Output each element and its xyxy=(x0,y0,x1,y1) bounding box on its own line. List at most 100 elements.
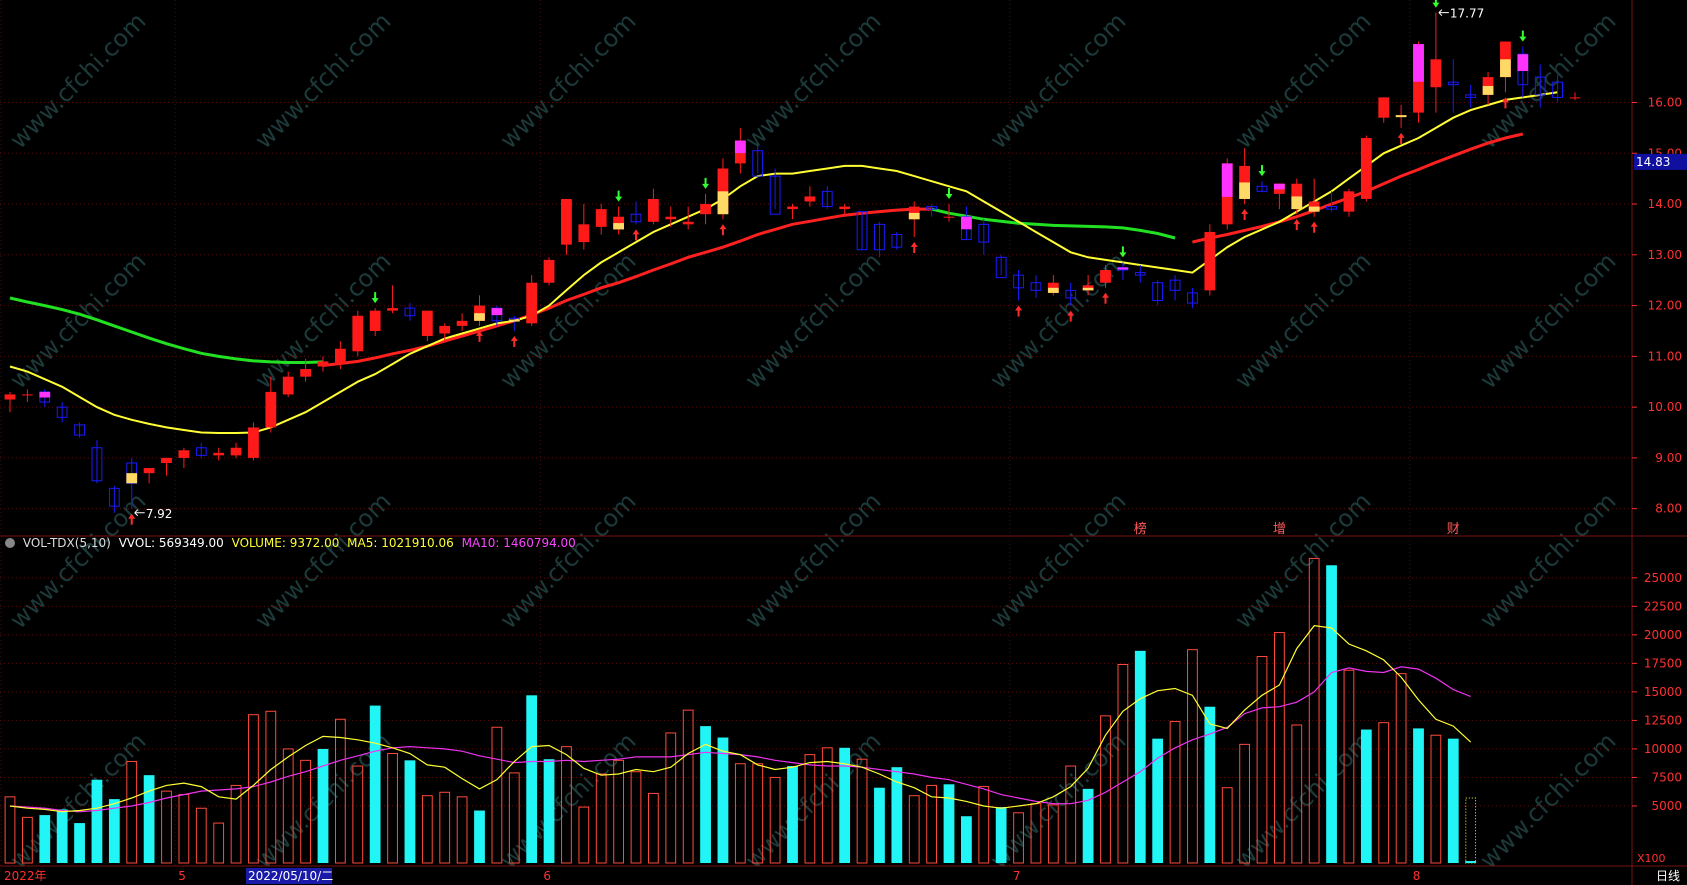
volume-bar[interactable] xyxy=(700,726,711,863)
volume-bar[interactable] xyxy=(421,795,433,864)
candle[interactable] xyxy=(1378,97,1390,123)
volume-bar[interactable] xyxy=(856,758,868,864)
candle[interactable] xyxy=(769,168,781,215)
volume-bar[interactable] xyxy=(439,791,451,864)
volume-bar[interactable] xyxy=(1360,729,1372,863)
candle[interactable] xyxy=(334,341,346,370)
volume-bar[interactable] xyxy=(334,718,346,864)
volume-bar[interactable] xyxy=(300,759,312,864)
volume-bar[interactable] xyxy=(4,796,16,864)
candle[interactable] xyxy=(647,188,659,225)
volume-bar[interactable] xyxy=(926,784,938,864)
volume-bar[interactable] xyxy=(717,737,729,863)
candle[interactable] xyxy=(56,402,68,423)
volume-bar[interactable] xyxy=(995,807,1007,863)
candle[interactable] xyxy=(143,468,155,484)
volume-bar[interactable] xyxy=(126,760,138,864)
volume-bar[interactable] xyxy=(595,773,607,864)
volume-bar[interactable] xyxy=(526,695,538,863)
volume-bar[interactable] xyxy=(1447,738,1459,863)
candle[interactable] xyxy=(595,204,607,235)
candle[interactable] xyxy=(821,186,833,210)
candle[interactable] xyxy=(387,285,398,314)
volume-bar[interactable] xyxy=(821,747,833,864)
volume-bar[interactable] xyxy=(578,806,590,864)
candle[interactable] xyxy=(700,193,711,225)
volume-bar[interactable] xyxy=(908,795,920,864)
candle[interactable] xyxy=(682,206,694,230)
candle[interactable] xyxy=(1013,270,1024,301)
volume-bar[interactable] xyxy=(21,816,33,864)
candle[interactable] xyxy=(1465,84,1477,108)
candle[interactable] xyxy=(1326,191,1337,212)
candle[interactable] xyxy=(1187,287,1198,309)
candle[interactable] xyxy=(21,389,33,403)
volume-bar[interactable] xyxy=(195,807,207,864)
volume-bar[interactable] xyxy=(387,752,398,864)
candle[interactable] xyxy=(195,442,207,458)
volume-bar[interactable] xyxy=(508,772,520,864)
volume-bar[interactable] xyxy=(1430,734,1442,864)
volume-bar[interactable] xyxy=(1256,656,1268,864)
volume-bar[interactable] xyxy=(1221,787,1233,864)
candle[interactable] xyxy=(1447,59,1459,113)
candle[interactable] xyxy=(1534,64,1546,108)
candle[interactable] xyxy=(787,204,798,220)
volume-bar[interactable] xyxy=(874,787,885,863)
candle[interactable] xyxy=(178,447,190,469)
volume-bar[interactable] xyxy=(39,815,51,863)
candle[interactable] xyxy=(926,204,938,217)
volume-bar[interactable] xyxy=(1169,721,1181,864)
candle[interactable] xyxy=(161,457,172,476)
candle[interactable] xyxy=(74,422,85,438)
volume-bar[interactable] xyxy=(1013,812,1024,864)
candle[interactable] xyxy=(978,219,990,255)
candle[interactable] xyxy=(1343,188,1355,217)
volume-bar[interactable] xyxy=(1465,797,1477,864)
candle[interactable] xyxy=(526,275,538,326)
candle[interactable] xyxy=(230,442,242,458)
candle[interactable] xyxy=(1100,264,1111,288)
candle[interactable] xyxy=(1030,275,1042,298)
candle[interactable] xyxy=(439,323,451,342)
circle-chevron-icon[interactable] xyxy=(5,538,15,548)
volume-bar[interactable] xyxy=(248,714,259,864)
volume-bar[interactable] xyxy=(1134,650,1146,863)
volume-bar[interactable] xyxy=(74,823,85,863)
volume-bar[interactable] xyxy=(647,792,659,864)
candle[interactable] xyxy=(352,310,364,357)
volume-bar[interactable] xyxy=(1065,765,1077,864)
volume-bar[interactable] xyxy=(943,784,955,863)
volume-bar[interactable] xyxy=(1204,706,1216,863)
candle[interactable] xyxy=(995,254,1007,279)
volume-bar[interactable] xyxy=(613,759,625,864)
price-panel[interactable]: 7.92 17.77 榜 增 财 xyxy=(4,0,1581,537)
candle[interactable] xyxy=(474,295,485,326)
candle[interactable] xyxy=(665,206,677,227)
candle[interactable] xyxy=(404,303,416,321)
candle[interactable] xyxy=(630,201,642,225)
volume-bar[interactable] xyxy=(1395,673,1407,864)
candle[interactable] xyxy=(1204,224,1216,296)
volume-bar[interactable] xyxy=(630,771,642,864)
candle[interactable] xyxy=(248,422,259,461)
volume-bar[interactable] xyxy=(456,796,468,864)
volume-bar[interactable] xyxy=(1047,804,1059,864)
volume-bar[interactable] xyxy=(161,790,172,864)
candle[interactable] xyxy=(1569,92,1581,100)
candle[interactable] xyxy=(874,221,885,258)
volume-bar[interactable] xyxy=(265,710,277,864)
volume-bar[interactable] xyxy=(91,779,103,863)
volume-bar[interactable] xyxy=(561,746,572,864)
volume-bar[interactable] xyxy=(178,794,190,864)
candle[interactable] xyxy=(804,186,816,207)
volume-bar[interactable] xyxy=(769,776,781,864)
candle[interactable] xyxy=(1256,181,1268,192)
candle[interactable] xyxy=(91,440,103,484)
volume-bar[interactable] xyxy=(839,747,851,863)
candle[interactable] xyxy=(369,308,381,337)
candle[interactable] xyxy=(1169,275,1181,301)
volume-bar[interactable] xyxy=(369,705,381,863)
candle[interactable] xyxy=(578,204,590,250)
